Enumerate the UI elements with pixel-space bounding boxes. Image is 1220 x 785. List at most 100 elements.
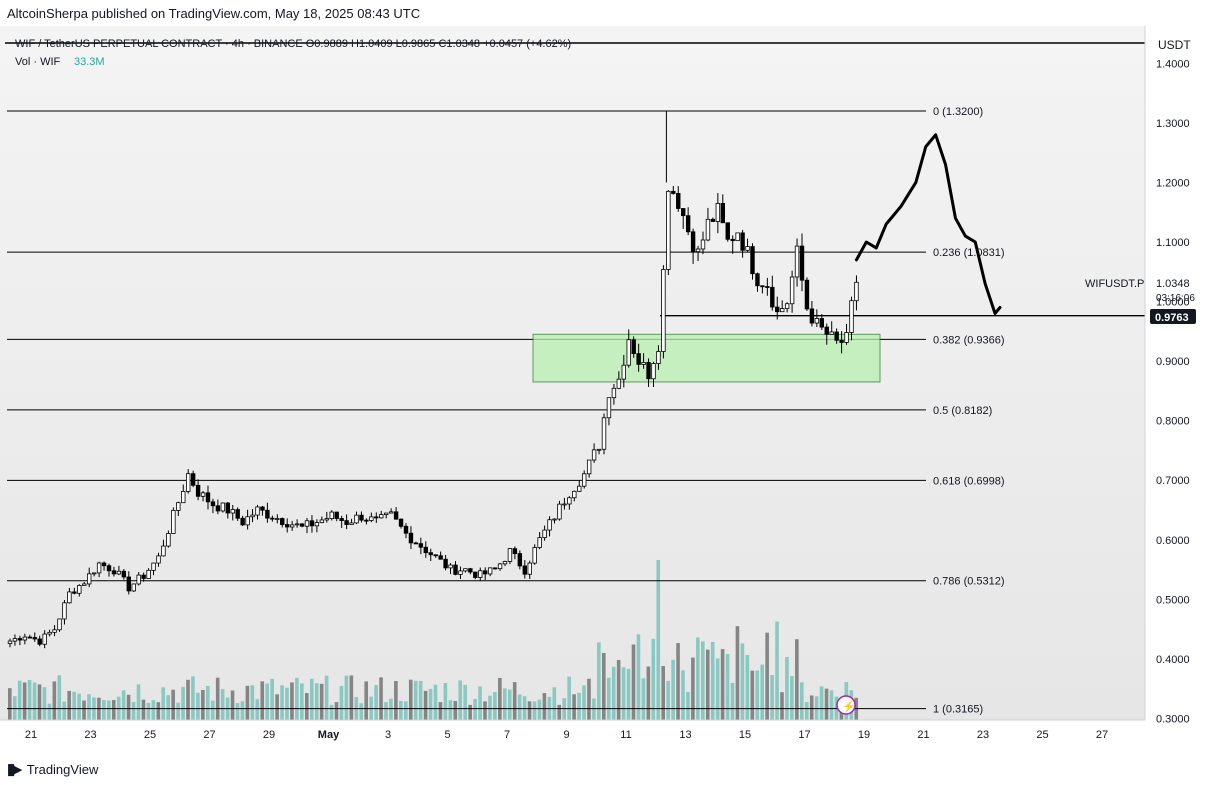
candle	[666, 190, 671, 276]
line-price-badge	[1150, 309, 1196, 324]
candle	[681, 208, 686, 229]
volume-bar	[498, 677, 502, 720]
volume-bar	[215, 677, 220, 720]
x-tick-label: 27	[1096, 729, 1108, 741]
volume-bar	[255, 699, 260, 720]
candle	[750, 243, 755, 280]
projection-drawing[interactable]	[854, 133, 1002, 315]
candle	[230, 504, 235, 521]
candle	[319, 516, 325, 524]
volume-bar	[42, 687, 47, 720]
candle	[27, 634, 32, 639]
volume-bar	[364, 681, 368, 720]
candle	[354, 511, 359, 525]
candle	[126, 571, 131, 595]
projection-path[interactable]	[854, 133, 1002, 315]
footer-brand[interactable]: ▮▸ TradingView	[7, 760, 98, 778]
candle	[824, 323, 829, 345]
support-zone[interactable]	[532, 333, 881, 383]
svg-text:⚡: ⚡	[842, 700, 856, 713]
candle	[646, 358, 651, 387]
x-tick-label: 23	[84, 729, 96, 741]
candle	[710, 217, 716, 222]
fib-level[interactable]: 0.786 (0.5312)	[7, 576, 1005, 588]
volume-bar	[646, 666, 651, 720]
currency-label[interactable]: USDT	[1158, 38, 1191, 52]
volume-bar	[67, 690, 71, 720]
candle	[453, 561, 458, 576]
volume-bar	[22, 682, 27, 720]
time-axis[interactable]: 21 23 25 27 29 May 3 5 7 9 11 13 15 17 19 21 23 25 27	[0, 719, 1145, 741]
candle	[601, 413, 607, 455]
candle	[799, 233, 805, 292]
volume-bar	[126, 694, 131, 720]
volume-legend-label[interactable]: Vol · WIF	[15, 56, 61, 68]
candle	[215, 499, 221, 515]
fib-level[interactable]: 0.5 (0.8182)	[7, 405, 992, 417]
candle	[745, 238, 750, 252]
candle	[606, 397, 612, 426]
volume-bar	[696, 637, 700, 720]
candle	[532, 544, 537, 565]
volume-bar	[245, 685, 250, 720]
volume-bar	[121, 690, 126, 720]
candle	[829, 321, 834, 335]
chart-frame[interactable]: 0 (1.3200) 0.236 (1.0831) 0.382 (0.9366) 0.…	[0, 26, 1220, 750]
candle	[334, 511, 339, 522]
volume-bar	[448, 700, 453, 720]
fib-level[interactable]: 1 (0.3165)	[7, 704, 983, 716]
price-chart[interactable]: 0 (1.3200) 0.236 (1.0831) 0.382 (0.9366) 0.…	[0, 26, 1220, 750]
candle	[695, 245, 701, 261]
candle	[240, 515, 245, 527]
candle	[497, 562, 503, 571]
price-axis[interactable]: 1.4000 1.3000 1.2000 1.1000 1.0000 0.9000 0.80…	[1144, 26, 1190, 725]
fib-level[interactable]: 0 (1.3200)	[7, 106, 983, 118]
candle	[478, 567, 483, 581]
volume-bar	[671, 659, 675, 720]
fib-level[interactable]: 0.618 (0.6998)	[7, 475, 1005, 487]
volume-bar	[438, 702, 443, 720]
candle	[131, 583, 136, 592]
candle	[651, 361, 656, 387]
x-tick-label: 17	[798, 729, 810, 741]
volume-bar	[270, 678, 274, 720]
volume-bar	[790, 676, 794, 720]
alert-icon[interactable]: ⚡	[836, 695, 856, 715]
volume-bar	[463, 684, 467, 720]
volume-legend-value: 33.3M	[74, 56, 105, 68]
candle	[374, 512, 379, 523]
candle	[814, 309, 820, 327]
fib-level[interactable]: 0.236 (1.0831)	[7, 247, 1005, 259]
candle	[324, 511, 329, 523]
volume-bar	[285, 687, 289, 720]
candle	[87, 567, 92, 588]
volume-bar	[399, 700, 403, 720]
candle	[473, 571, 478, 580]
volume-bar	[12, 696, 17, 720]
candle	[205, 485, 211, 510]
volume-bar	[230, 690, 235, 720]
volume-bar	[705, 649, 710, 720]
candle	[304, 517, 310, 534]
volume-bar	[681, 670, 685, 720]
y-tick-label: 1.0000	[1156, 297, 1190, 309]
symbol-legend[interactable]: WIF / TetherUS PERPETUAL CONTRACT · 4h ·…	[15, 38, 571, 50]
support-zone-box[interactable]	[532, 333, 881, 383]
volume-bar	[349, 675, 354, 720]
x-tick-label: 5	[444, 729, 450, 741]
candles	[7, 111, 859, 649]
fibonacci-retracement[interactable]: 0 (1.3200) 0.236 (1.0831) 0.382 (0.9366) 0.…	[7, 106, 1145, 716]
volume-bar	[379, 677, 383, 720]
volume-bar	[359, 703, 364, 720]
candle	[47, 629, 52, 637]
volume-bar	[47, 703, 52, 720]
candle	[517, 550, 523, 570]
candle	[780, 300, 785, 313]
candle	[200, 490, 206, 502]
volume-bar	[701, 641, 705, 720]
last-price-label: 1.0348	[1156, 278, 1190, 290]
volume-bar	[389, 698, 393, 720]
volume-bar	[616, 659, 621, 720]
volume-bar	[156, 702, 161, 720]
candle	[428, 548, 433, 562]
